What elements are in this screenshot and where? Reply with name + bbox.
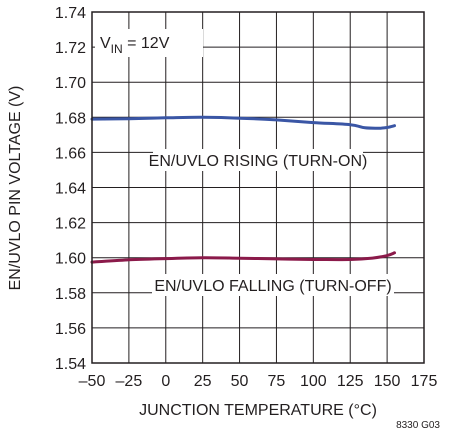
x-tick-label: –50 <box>79 373 106 390</box>
x-tick-label: 100 <box>300 373 327 390</box>
x-tick-label: –25 <box>116 373 143 390</box>
x-tick-label: 0 <box>161 373 170 390</box>
y-tick-label: 1.72 <box>55 40 86 57</box>
series-label-background <box>153 149 363 171</box>
condition-rest: = 12V <box>123 35 170 52</box>
condition-subscript: IN <box>111 42 123 56</box>
x-tick-label: 125 <box>337 373 364 390</box>
x-tick-label: 175 <box>411 373 438 390</box>
condition-label-background <box>95 29 203 57</box>
x-tick-label: 150 <box>374 373 401 390</box>
y-tick-label: 1.56 <box>55 321 86 338</box>
series-lines <box>90 115 396 264</box>
y-tick-label: 1.54 <box>55 356 86 373</box>
tick-labels: –50 –25 0 25 50 75 100 125 150 175 1.54 1.56 1.58 1.6… <box>55 5 438 390</box>
series-label-background <box>152 274 394 296</box>
grid-lines <box>92 12 424 363</box>
y-tick-label: 1.62 <box>55 216 86 233</box>
y-tick-label: 1.68 <box>55 110 86 127</box>
x-tick-label: 50 <box>231 373 249 390</box>
y-tick-label: 1.74 <box>55 5 86 22</box>
series-line-rising <box>90 115 396 130</box>
y-axis-title: EN/UVLO PIN VOLTAGE (V) <box>7 86 24 291</box>
series-line-falling <box>90 251 396 264</box>
y-tick-label: 1.70 <box>55 75 86 92</box>
series-label-falling: EN/UVLO FALLING (TURN-OFF) <box>154 278 391 295</box>
x-tick-label: 75 <box>268 373 286 390</box>
condition-label: VIN = 12V <box>100 35 170 56</box>
y-tick-label: 1.64 <box>55 181 86 198</box>
figure-code: 8330 G03 <box>396 420 440 431</box>
annotations: EN/UVLO RISING (TURN-ON) EN/UVLO FALLING … <box>95 29 394 296</box>
y-tick-label: 1.66 <box>55 145 86 162</box>
condition-main: V <box>100 35 111 52</box>
y-tick-label: 1.58 <box>55 286 86 303</box>
x-axis-title: JUNCTION TEMPERATURE (°C) <box>139 402 377 419</box>
plot-frame <box>91 11 425 364</box>
x-tick-label: 25 <box>194 373 212 390</box>
series-label-rising: EN/UVLO RISING (TURN-ON) <box>149 153 368 170</box>
y-tick-label: 1.60 <box>55 251 86 268</box>
